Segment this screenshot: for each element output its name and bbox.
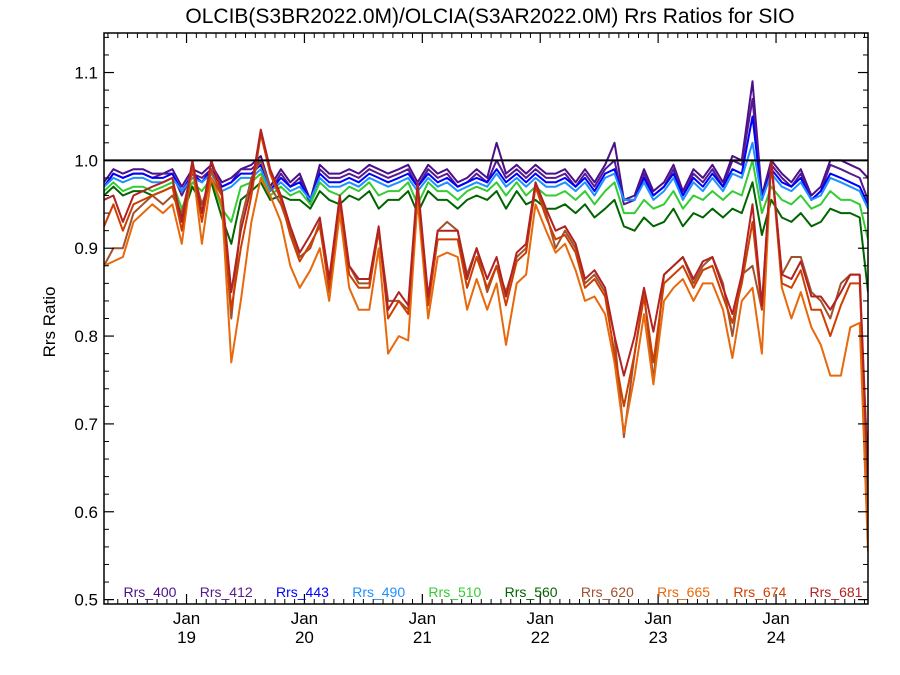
series-line-rrs-681: [104, 128, 868, 477]
x-tick-month-label: Jan: [644, 609, 671, 628]
legend-entry-rrs-412: Rrs_412: [200, 584, 253, 600]
legend-entry-rrs-665: Rrs_665: [657, 584, 710, 600]
x-tick-month-label: Jan: [762, 609, 789, 628]
x-tick-month-label: Jan: [527, 609, 554, 628]
y-tick-label: 0.7: [74, 415, 98, 434]
chart-title: OLCIB(S3BR2022.0M)/OLCIA(S3AR2022.0M) Rr…: [185, 5, 794, 28]
y-tick-label: 0.5: [74, 591, 98, 610]
legend: Rrs_400 Rrs_412 Rrs_443 Rrs_490 Rrs_510 Rrs_5…: [124, 584, 863, 600]
series-line-rrs-560: [104, 181, 868, 293]
series-line-rrs-490: [104, 141, 868, 210]
series-line-rrs-510: [104, 159, 868, 240]
legend-entry-rrs-490: Rrs_490: [352, 584, 405, 600]
x-tick-year-label: 23: [649, 628, 668, 647]
x-tick-year-label: 19: [177, 628, 196, 647]
y-axis-label: Rrs Ratio: [40, 287, 59, 358]
y-tick-label: 1.1: [74, 64, 98, 83]
x-tick-month-label: Jan: [291, 609, 318, 628]
legend-entry-rrs-400: Rrs_400: [124, 584, 177, 600]
x-tick-year-label: 21: [413, 628, 432, 647]
x-tick-year-label: 22: [531, 628, 550, 647]
legend-entry-rrs-560: Rrs_560: [505, 584, 558, 600]
x-tick-month-label: Jan: [173, 609, 200, 628]
series-line-rrs-674: [104, 133, 868, 477]
y-tick-label: 0.9: [74, 239, 98, 258]
y-axis: 0.5 0.6 0.7 0.8 0.9 1.0 1.1: [74, 36, 868, 610]
series-line-rrs-665: [104, 159, 868, 552]
y-tick-label: 0.8: [74, 327, 98, 346]
legend-entry-rrs-674: Rrs_674: [733, 584, 786, 600]
legend-entry-rrs-443: Rrs_443: [276, 584, 329, 600]
legend-entry-rrs-510: Rrs_510: [428, 584, 481, 600]
x-tick-month-label: Jan: [409, 609, 436, 628]
y-tick-label: 1.0: [74, 151, 98, 170]
legend-entry-rrs-620: Rrs_620: [581, 584, 634, 600]
plot-area: [104, 80, 868, 552]
x-tick-year-label: 24: [767, 628, 786, 647]
series-line-rrs-443: [104, 115, 868, 205]
x-tick-year-label: 20: [295, 628, 314, 647]
legend-entry-rrs-681: Rrs_681: [810, 584, 863, 600]
y-tick-label: 0.6: [74, 503, 98, 522]
